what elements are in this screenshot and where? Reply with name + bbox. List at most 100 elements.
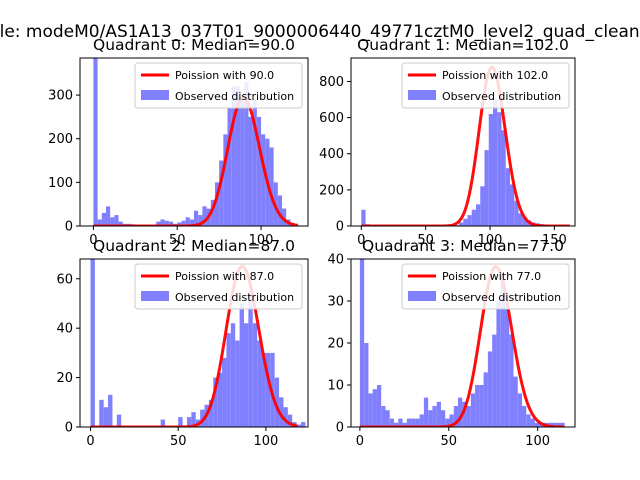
histogram-bar <box>376 385 382 427</box>
histogram-bar <box>496 301 501 427</box>
histogram-bar <box>194 210 199 226</box>
legend-box <box>134 62 303 109</box>
histogram-bar <box>210 199 215 226</box>
y-tick-label: 0 <box>65 421 73 436</box>
poisson-line <box>93 96 299 226</box>
legend-patch-swatch <box>408 90 436 100</box>
histogram-bar <box>200 409 205 427</box>
histogram-bar <box>475 385 480 427</box>
histogram-bar <box>283 407 288 427</box>
histogram-bar <box>277 195 283 226</box>
legend-patch-swatch <box>141 90 169 100</box>
histogram-bar <box>551 422 557 427</box>
histogram-bar <box>497 112 502 226</box>
subplot-quadrant-1: 0 50 100 150 0 200 400 600 800 Quadrant 1: Median… <box>319 36 576 248</box>
histogram-bar <box>160 419 166 427</box>
axes-frame <box>350 57 576 227</box>
plot-area <box>361 65 571 226</box>
x-tick-label: 100 <box>253 434 278 449</box>
x-tick-label: 0 <box>356 434 364 449</box>
histogram-bar <box>462 401 467 427</box>
histogram-bar <box>97 219 102 226</box>
histogram-bar <box>406 418 412 427</box>
legend-box <box>401 62 570 109</box>
x-tick-label: 50 <box>170 434 187 449</box>
histogram-bar <box>470 393 476 427</box>
histogram-bar <box>274 377 280 427</box>
histogram-bar <box>214 182 220 226</box>
legend-label-poisson: Poission with 87.0 <box>175 270 274 283</box>
poisson-line <box>90 265 298 427</box>
subplot-title: Quadrant 1: Median=102.0 <box>357 36 569 54</box>
histogram-bar <box>505 168 510 226</box>
y-tick-label: 20 <box>56 371 73 386</box>
subplot-quadrant-0: 0 50 100 0 100 200 300 Quadrant 0: Median=90.0 P… <box>48 36 309 248</box>
histogram-bar <box>279 397 284 427</box>
histogram-bar <box>213 377 218 427</box>
subplot-quadrant-3: 0 50 100 0 10 20 30 40 Quadrant 3: Median=77.0 Po… <box>327 237 576 449</box>
figure-suptitle: In file: modeM0/AS1A13_037T01_9000006440… <box>0 22 640 42</box>
histogram-bar <box>261 134 266 226</box>
histogram-bar <box>240 99 245 226</box>
y-tick-label: 0 <box>65 220 73 235</box>
histogram-bar <box>235 86 241 226</box>
histogram-bar <box>110 217 115 226</box>
y-tick-label: 30 <box>327 295 344 310</box>
histogram-bar <box>522 216 527 226</box>
histogram-bar <box>230 323 236 427</box>
legend: Poission with 77.0 Observed distribution <box>401 263 570 310</box>
histogram-bar <box>226 333 231 427</box>
poisson-line <box>359 265 565 427</box>
histogram-bar <box>368 393 373 427</box>
histogram-bar <box>467 215 472 226</box>
histogram-bar <box>389 418 395 427</box>
x-tick-label: 100 <box>249 233 274 248</box>
y-tick-label: 400 <box>319 147 344 162</box>
histogram-bar <box>282 208 287 226</box>
y-tick-label: 0 <box>336 421 344 436</box>
histogram-bar <box>480 186 485 226</box>
y-tick-label: 200 <box>48 132 73 147</box>
plot-area <box>90 259 306 427</box>
histogram-bar <box>217 372 223 427</box>
x-tick-label: 100 <box>525 434 550 449</box>
plot-area <box>93 58 299 226</box>
y-tick-label: 20 <box>327 337 344 352</box>
x-tick-label: 0 <box>86 434 94 449</box>
legend-box <box>401 263 570 310</box>
y-tick-label: 100 <box>48 176 73 191</box>
histogram-bar <box>556 422 561 427</box>
histogram-bar <box>522 406 527 427</box>
histogram-bar <box>513 376 518 427</box>
histogram-bar <box>256 116 262 226</box>
histogram-bar <box>509 334 514 427</box>
histogram-bar <box>103 407 109 427</box>
histogram-bar <box>243 323 249 427</box>
histogram-bar <box>501 130 506 226</box>
histogram-bar <box>514 200 519 226</box>
histogram-bar <box>114 215 119 226</box>
histogram-bar <box>398 418 403 427</box>
legend-patch-swatch <box>408 291 436 301</box>
subplot-title: Quadrant 3: Median=77.0 <box>362 237 564 255</box>
histogram-bar <box>219 160 224 226</box>
y-tick-label: 800 <box>319 75 344 90</box>
histogram-bar <box>90 259 95 427</box>
legend-label-observed: Observed distribution <box>175 291 294 304</box>
poisson-line <box>361 65 571 226</box>
histogram-bar <box>517 393 523 427</box>
histogram-bar <box>191 412 196 427</box>
histogram-bar <box>269 147 274 226</box>
histogram-bar <box>423 397 429 427</box>
y-tick-label: 0 <box>336 220 344 235</box>
histogram-bar <box>440 410 446 427</box>
legend-label-observed: Observed distribution <box>442 90 561 103</box>
histogram-bar <box>411 418 416 427</box>
histogram-bar <box>222 357 227 427</box>
histogram-bar <box>235 340 240 427</box>
histogram-bar <box>500 280 505 427</box>
histogram-bar <box>436 401 441 427</box>
histogram-bar <box>168 221 174 226</box>
histogram-bar <box>449 414 454 427</box>
histogram-bar <box>252 323 258 427</box>
